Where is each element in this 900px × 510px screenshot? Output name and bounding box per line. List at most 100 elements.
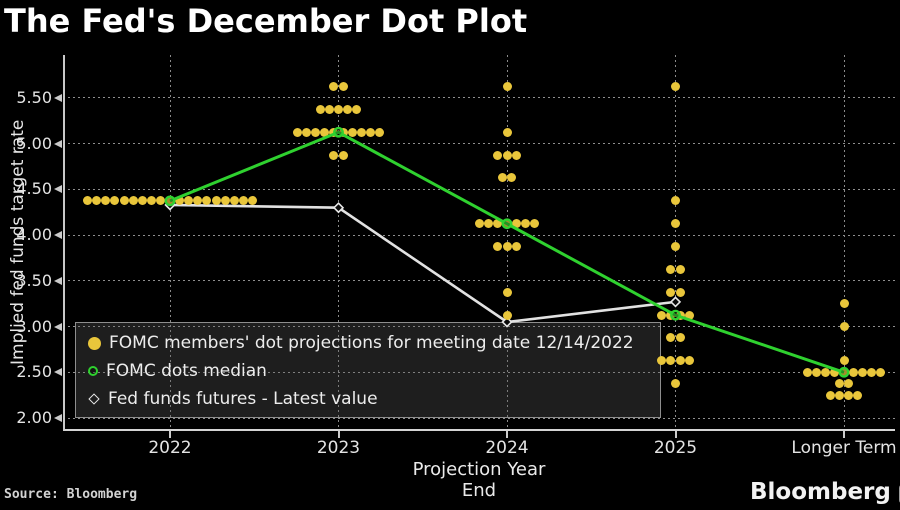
- y-tick-label: 3.50: [16, 270, 52, 290]
- x-tick-label: 2024: [485, 438, 529, 458]
- fomc-dot: [329, 150, 339, 160]
- y-tick-arrow-icon: [54, 276, 62, 285]
- fomc-dot: [671, 82, 680, 92]
- fomc-dot: [301, 127, 311, 137]
- fomc-dot: [839, 356, 849, 366]
- fomc-dot: [352, 104, 362, 114]
- fomc-dot: [825, 390, 835, 400]
- legend-label: FOMC dots median: [106, 361, 267, 381]
- fomc-dot: [82, 196, 92, 206]
- fomc-dot: [839, 367, 849, 377]
- x-tick-mark: [169, 431, 171, 438]
- y-tick-label: 5.50: [16, 87, 52, 107]
- fomc-dot: [675, 310, 685, 320]
- bar-chart-icon: [898, 484, 900, 504]
- fomc-dot: [324, 104, 334, 114]
- fomc-dot: [502, 82, 512, 92]
- fomc-dot: [292, 127, 302, 137]
- x-tick-label: 2025: [653, 438, 698, 458]
- fomc-dot: [839, 322, 849, 332]
- legend-label: Fed funds futures - Latest value: [108, 389, 378, 409]
- legend: FOMC members' dot projections for meetin…: [75, 322, 661, 418]
- legend-label: FOMC members' dot projections for meetin…: [109, 333, 634, 353]
- fomc-dot: [334, 104, 343, 114]
- fomc-dot: [338, 82, 348, 92]
- y-gridline: [63, 417, 895, 419]
- fomc-dot: [502, 287, 512, 297]
- y-tick-arrow-icon: [54, 231, 62, 240]
- fomc-dot: [347, 127, 357, 137]
- x-axis-title: Projection Year End: [412, 459, 546, 501]
- fomc-dot: [220, 196, 230, 206]
- legend-item: FOMC members' dot projections for meetin…: [88, 329, 660, 357]
- fomc-dot: [343, 104, 353, 114]
- fomc-dot: [834, 390, 844, 400]
- fomc-dot: [502, 127, 512, 137]
- fomc-dot: [821, 367, 831, 377]
- fomc-dot: [147, 196, 157, 206]
- fomc-dot: [811, 367, 821, 377]
- fomc-dot: [502, 242, 512, 252]
- source-note: Source: Bloomberg: [4, 487, 138, 502]
- x-tick-mark: [843, 431, 845, 438]
- x-tick-mark: [674, 431, 677, 438]
- fomc-dot: [311, 127, 320, 137]
- legend-item: Fed funds futures - Latest value: [88, 385, 660, 413]
- fomc-dot: [857, 367, 867, 377]
- fomc-dot: [502, 150, 512, 160]
- fomc-dot: [156, 196, 166, 206]
- fomc-dot: [315, 104, 325, 114]
- x-tick-mark: [506, 431, 508, 438]
- fomc-dot: [137, 196, 147, 206]
- fomc-dot: [671, 379, 680, 389]
- fomc-dot: [844, 390, 854, 400]
- y-tick-label: 2.00: [16, 408, 52, 427]
- x-tick-label: 2023: [316, 438, 361, 458]
- fomc-dot: [675, 356, 685, 366]
- fomc-dot: [320, 127, 330, 137]
- fomc-dot: [671, 242, 680, 252]
- fomc-dot: [502, 219, 512, 229]
- fomc-dot: [848, 367, 858, 377]
- fomc-dot: [666, 310, 676, 320]
- fomc-dot: [657, 310, 667, 320]
- plot-area: [63, 55, 895, 431]
- fomc-dot: [867, 367, 877, 377]
- fomc-dot: [511, 219, 521, 229]
- y-tick-label: 5.00: [16, 133, 52, 153]
- fomc-dot: [128, 196, 138, 206]
- fomc-dot: [101, 196, 111, 206]
- legend-item: FOMC dots median: [88, 357, 660, 385]
- fomc-dot: [834, 379, 844, 389]
- open-circle-icon: [88, 366, 98, 376]
- y-tick-arrow-icon: [54, 322, 62, 331]
- filled-circle-icon: [88, 336, 101, 350]
- y-tick-arrow-icon: [54, 368, 62, 377]
- fomc-dot: [493, 150, 503, 160]
- fomc-dot: [110, 196, 120, 206]
- brand-wordmark: Bloomberg: [750, 479, 891, 505]
- y-tick-label: 2.50: [16, 362, 52, 382]
- y-tick-arrow-icon: [54, 93, 62, 102]
- chart-title: The Fed's December Dot Plot: [4, 2, 528, 40]
- fomc-dot: [675, 287, 685, 297]
- y-tick-label: 4.00: [16, 225, 52, 245]
- y-tick-arrow-icon: [54, 139, 62, 148]
- y-gridline: [63, 97, 895, 99]
- fomc-dot: [165, 196, 175, 206]
- fomc-dot: [357, 127, 366, 137]
- fomc-dot: [511, 242, 521, 252]
- fomc-dot: [844, 379, 854, 389]
- fomc-dot: [119, 196, 129, 206]
- fomc-dot: [211, 196, 221, 206]
- y-tick-arrow-icon: [54, 414, 62, 422]
- y-tick-arrow-icon: [54, 185, 62, 194]
- fomc-dot: [174, 196, 184, 206]
- fomc-dot: [511, 150, 521, 160]
- open-diamond-icon: [88, 393, 100, 405]
- fomc-dot: [338, 150, 348, 160]
- brand: Bloomberg: [750, 481, 900, 504]
- x-tick-label: 2022: [148, 438, 192, 458]
- fomc-dot: [684, 310, 694, 320]
